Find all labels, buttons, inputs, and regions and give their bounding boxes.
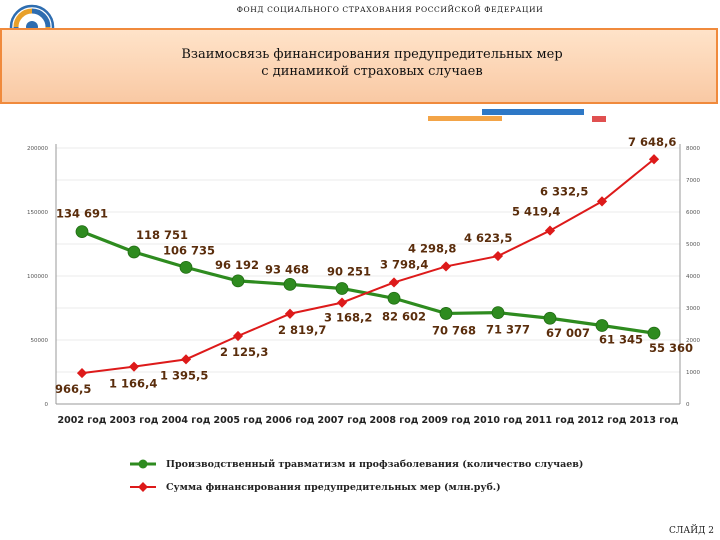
injuries-point [75, 225, 89, 238]
funding-point [388, 277, 400, 288]
series-line-funding [81, 158, 655, 375]
right-tick-label: 0 [686, 402, 690, 408]
injuries-data-label: 106 735 [163, 243, 215, 257]
injuries-data-label: 71 377 [486, 323, 530, 337]
injuries-data-label: 67 007 [546, 326, 590, 340]
organization-name: ФОНД СОЦИАЛЬНОГО СТРАХОВАНИЯ РОССИЙСКОЙ … [236, 5, 544, 14]
right-tick-label: 3000 [686, 306, 700, 312]
injuries-data-label: 134 691 [56, 207, 108, 221]
funding-data-label: 3 798,4 [380, 257, 428, 271]
injuries-point [127, 245, 141, 259]
right-tick-label: 1000 [686, 370, 700, 376]
injuries-point [491, 306, 505, 320]
line-chart: 0 50000 100000 150000 200000 0 1000 2000 3000 400… [27, 135, 700, 426]
x-tick-label: 2013 год [630, 415, 679, 426]
funding-data-label: 966,5 [55, 382, 91, 396]
title-banner: Взаимосвязь финансирования предупредител… [0, 28, 718, 104]
funding-data-label: 4 298,8 [408, 241, 456, 255]
blue-bar [482, 109, 584, 115]
orange-bar [428, 116, 502, 121]
funding-data-label: 7 648,6 [628, 135, 676, 149]
funding-data-label: 4 623,5 [464, 231, 512, 245]
slide-title: Взаимосвязь финансирования предупредител… [82, 46, 662, 80]
funding-data-label: 6 332,5 [540, 184, 588, 198]
injuries-point [387, 291, 401, 305]
funding-data-label: 1 166,4 [109, 377, 157, 391]
x-tick-label: 2009 год [422, 415, 471, 426]
x-tick-label: 2011 год [526, 415, 575, 426]
legend-red-marker [130, 482, 156, 492]
x-tick-label: 2006 год [266, 415, 315, 426]
left-tick-label: 50000 [31, 338, 49, 344]
injuries-data-label: 90 251 [327, 264, 371, 278]
funding-point [492, 250, 504, 262]
injuries-data-label: 96 192 [215, 258, 259, 272]
right-tick-label: 7000 [686, 178, 700, 184]
title-line-1: Взаимосвязь финансирования предупредител… [181, 47, 563, 62]
title-line-2: с динамикой страховых случаев [261, 64, 483, 79]
x-tick-label: 2008 год [370, 415, 419, 426]
injuries-point [647, 326, 661, 340]
funding-data-label: 2 125,3 [220, 345, 268, 359]
funding-data-label: 2 819,7 [278, 323, 326, 337]
right-tick-label: 4000 [686, 274, 700, 280]
legend-label-funding: Сумма финансирования предупредительных м… [166, 481, 501, 493]
left-tick-label: 100000 [27, 274, 48, 280]
injuries-data-label: 61 345 [599, 332, 643, 346]
funding-data-label: 3 168,2 [324, 311, 372, 325]
injuries-point [543, 311, 557, 325]
red-bar [592, 116, 606, 122]
x-tick-label: 2010 год [474, 415, 523, 426]
funding-point [440, 261, 452, 272]
legend-green-marker [130, 459, 156, 469]
right-tick-label: 6000 [686, 210, 700, 216]
injuries-data-label: 70 768 [432, 323, 476, 337]
legend-item-injuries: Производственный травматизм и профзаболе… [128, 457, 583, 471]
injuries-data-label: 93 468 [265, 262, 309, 276]
funding-point [128, 361, 140, 372]
x-tick-label: 2002 год [58, 415, 107, 426]
right-tick-label: 2000 [686, 338, 700, 344]
x-tick-label: 2003 год [110, 415, 159, 426]
x-tick-label: 2012 год [578, 415, 627, 426]
chart-axes: 0 50000 100000 150000 200000 0 1000 2000 3000 400… [27, 144, 700, 426]
funding-data-label: 5 419,4 [512, 205, 560, 219]
injuries-point [179, 260, 193, 274]
funding-point [336, 297, 348, 308]
injuries-point [439, 307, 453, 320]
chart-gridlines [56, 147, 680, 405]
left-tick-label: 150000 [27, 210, 48, 216]
right-tick-label: 8000 [686, 146, 700, 152]
injuries-point [335, 282, 349, 295]
injuries-point [231, 274, 245, 288]
chart-series-lines [81, 158, 655, 375]
left-tick-label: 200000 [27, 146, 48, 152]
slide-number: СЛАЙД 2 [669, 526, 714, 536]
funding-point [284, 308, 296, 319]
funding-point [544, 225, 556, 236]
injuries-point [283, 277, 297, 291]
x-tick-label: 2004 год [162, 415, 211, 426]
x-tick-label: 2005 год [214, 415, 263, 426]
legend-item-funding: Сумма финансирования предупредительных м… [128, 480, 501, 494]
funding-point [232, 330, 244, 342]
injuries-data-label: 55 360 [649, 341, 693, 355]
funding-data-label: 1 395,5 [160, 368, 208, 382]
funding-point [180, 354, 192, 365]
legend-label-injuries: Производственный травматизм и профзаболе… [166, 458, 584, 470]
left-tick-label: 0 [45, 402, 49, 408]
injuries-point [595, 319, 609, 332]
injuries-data-label: 118 751 [136, 228, 188, 242]
funding-point [76, 367, 88, 379]
injuries-data-label: 82 602 [382, 309, 426, 323]
x-tick-label: 2007 год [318, 415, 367, 426]
right-tick-label: 5000 [686, 242, 700, 248]
